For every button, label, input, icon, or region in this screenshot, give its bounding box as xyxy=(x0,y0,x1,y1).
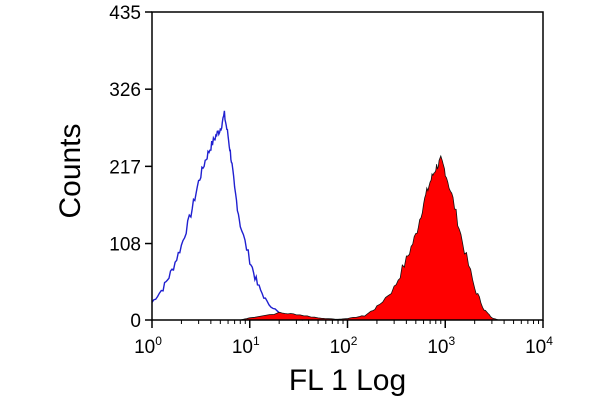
x-axis: 100 101 102 103 104 xyxy=(134,320,553,358)
plot-frame xyxy=(151,11,544,321)
x-tick-exponent: 1 xyxy=(253,334,260,348)
x-tick-base: 10 xyxy=(427,337,448,358)
x-tick-label: 103 xyxy=(427,334,455,358)
x-tick-exponent: 3 xyxy=(448,334,455,348)
y-tick-label: 108 xyxy=(109,235,141,256)
x-tick-exponent: 0 xyxy=(155,334,162,348)
y-tick-label: 435 xyxy=(109,3,141,24)
series-0-outline-histogram xyxy=(151,110,304,321)
x-tick-base: 10 xyxy=(330,337,351,358)
x-axis-title: FL 1 Log xyxy=(289,364,406,397)
plot-series xyxy=(151,110,499,321)
x-tick-exponent: 2 xyxy=(351,334,358,348)
x-tick-exponent: 4 xyxy=(546,334,553,348)
x-tick-base: 10 xyxy=(232,337,253,358)
y-tick-label: 326 xyxy=(109,80,141,101)
x-tick-label: 101 xyxy=(232,334,260,358)
y-tick-label: 0 xyxy=(130,311,141,332)
y-tick-label: 217 xyxy=(109,157,141,178)
x-tick-base: 10 xyxy=(525,337,546,358)
series-1-filled-histogram xyxy=(240,154,499,321)
x-tick-label: 100 xyxy=(134,334,162,358)
x-tick-label: 102 xyxy=(330,334,358,358)
x-tick-base: 10 xyxy=(134,337,155,358)
y-axis-title: Counts xyxy=(54,123,87,218)
y-axis: 0 108 217 326 435 xyxy=(109,3,152,332)
x-tick-label: 104 xyxy=(525,334,553,358)
